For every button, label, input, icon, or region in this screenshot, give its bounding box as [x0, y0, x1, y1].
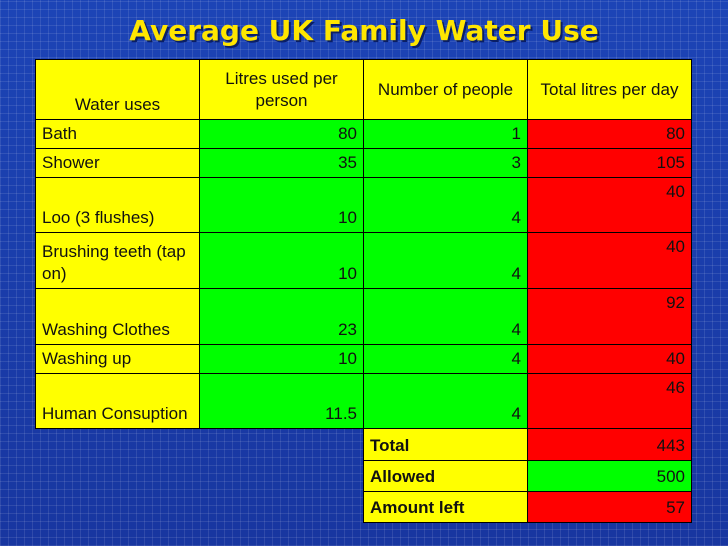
table-header-row: Water uses Litres used per person Number… — [35, 59, 692, 120]
total-value: 443 — [527, 428, 692, 461]
water-use-cell: Washing up — [35, 344, 200, 374]
litres-cell: 10 — [199, 344, 364, 374]
table-row: Brushing teeth (tap on) 10 4 40 — [35, 232, 692, 289]
water-use-cell: Shower — [35, 148, 200, 178]
water-use-table: Water uses Litres used per person Number… — [35, 59, 692, 523]
people-cell: 4 — [363, 177, 528, 233]
water-use-cell: Loo (3 flushes) — [35, 177, 200, 233]
summary-row-total: Total 443 — [36, 428, 692, 461]
header-total-litres-per-day: Total litres per day — [527, 59, 692, 120]
water-use-cell: Bath — [35, 119, 200, 149]
summary-row-allowed: Allowed 500 — [36, 460, 692, 492]
total-label: Total — [363, 428, 528, 461]
litres-cell: 35 — [199, 148, 364, 178]
amount-left-value: 57 — [527, 491, 692, 523]
table-row: Loo (3 flushes) 10 4 40 — [35, 177, 692, 233]
table-row: Washing Clothes 23 4 92 — [35, 288, 692, 345]
litres-cell: 10 — [199, 232, 364, 289]
people-cell: 1 — [363, 119, 528, 149]
total-cell: 105 — [527, 148, 692, 178]
header-litres-per-person: Litres used per person — [199, 59, 364, 120]
allowed-label: Allowed — [363, 460, 528, 492]
litres-cell: 80 — [199, 119, 364, 149]
table-row: Bath 80 1 80 — [35, 119, 692, 149]
people-cell: 4 — [363, 288, 528, 345]
total-cell: 40 — [527, 232, 692, 289]
total-cell: 80 — [527, 119, 692, 149]
total-cell: 46 — [527, 373, 692, 429]
people-cell: 3 — [363, 148, 528, 178]
people-cell: 4 — [363, 373, 528, 429]
people-cell: 4 — [363, 344, 528, 374]
page-title: Average UK Family Water Use — [129, 14, 599, 47]
water-use-cell: Human Consuption — [35, 373, 200, 429]
total-cell: 92 — [527, 288, 692, 345]
total-cell: 40 — [527, 177, 692, 233]
total-cell: 40 — [527, 344, 692, 374]
people-cell: 4 — [363, 232, 528, 289]
table-row: Washing up 10 4 40 — [35, 344, 692, 374]
litres-cell: 11.5 — [199, 373, 364, 429]
water-use-cell: Brushing teeth (tap on) — [35, 232, 200, 289]
table-row: Shower 35 3 105 — [35, 148, 692, 178]
amount-left-label: Amount left — [363, 491, 528, 523]
header-number-of-people: Number of people — [363, 59, 528, 120]
water-use-cell: Washing Clothes — [35, 288, 200, 345]
header-water-uses: Water uses — [35, 59, 200, 120]
table-row: Human Consuption 11.5 4 46 — [35, 373, 692, 429]
litres-cell: 23 — [199, 288, 364, 345]
litres-cell: 10 — [199, 177, 364, 233]
allowed-value: 500 — [527, 460, 692, 492]
summary-row-amount-left: Amount left 57 — [36, 491, 692, 523]
